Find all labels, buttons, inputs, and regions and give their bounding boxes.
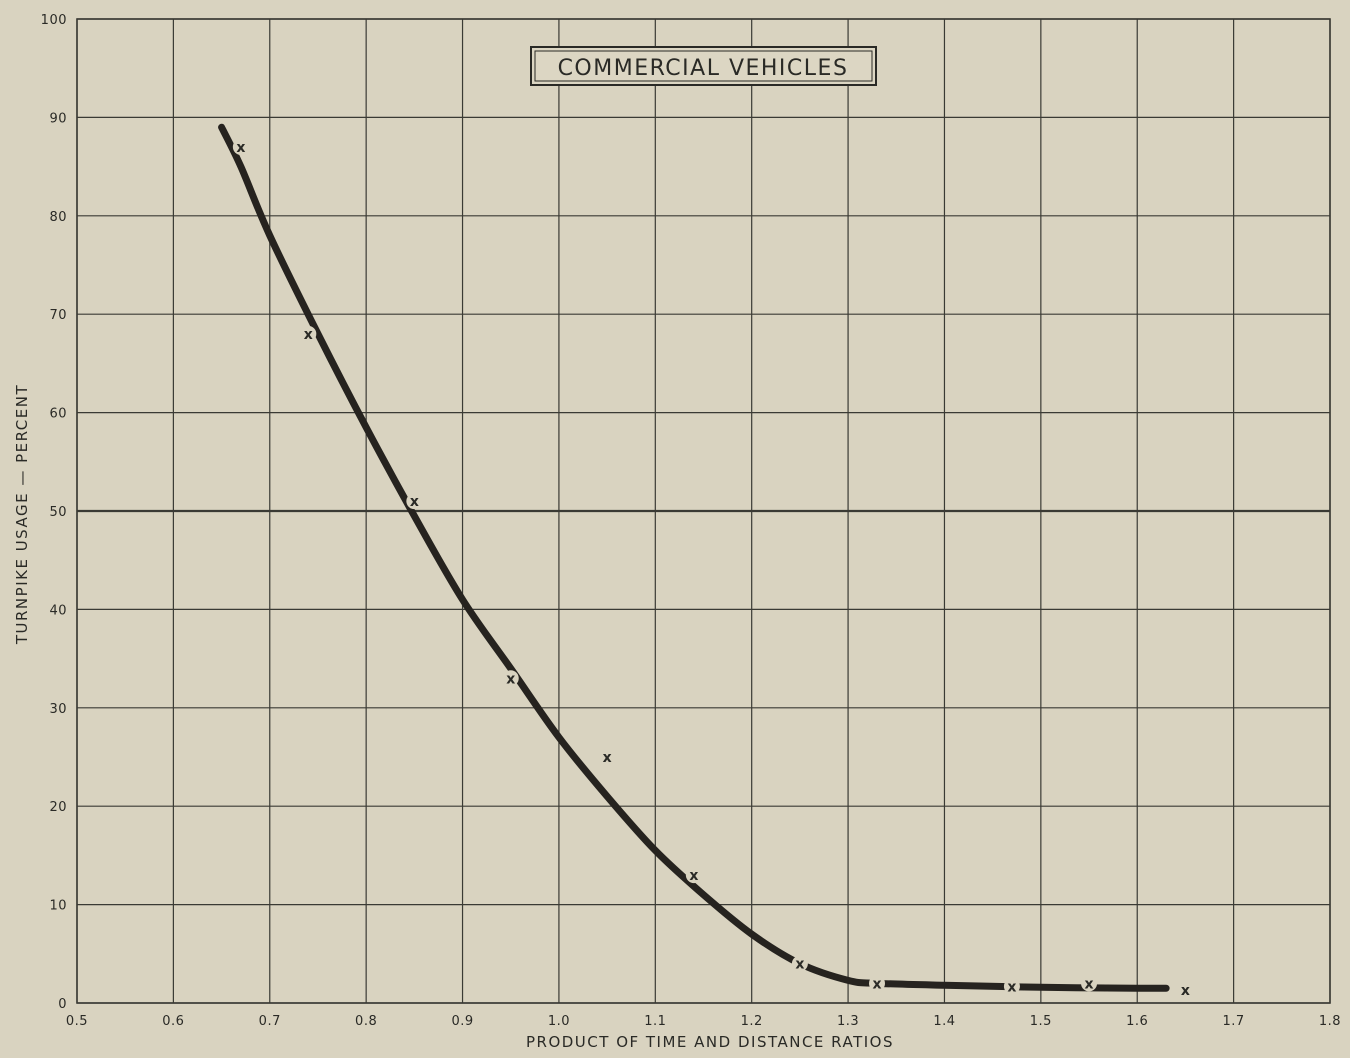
x-tick-label: 0.5 — [66, 1014, 88, 1029]
data-point-marker: x — [506, 671, 515, 687]
grid — [76, 18, 1331, 1004]
y-tick-label: 10 — [49, 899, 67, 914]
y-tick-label: 90 — [49, 111, 67, 126]
data-point-marker: x — [1007, 979, 1016, 995]
y-tick-label: 20 — [49, 800, 67, 815]
curve-layer — [218, 123, 1170, 992]
data-point-halo — [232, 138, 249, 155]
data-point-halo — [406, 493, 423, 510]
x-tick-label: 1.4 — [933, 1014, 955, 1029]
data-point-halo — [599, 749, 616, 765]
usage-curve — [218, 123, 1170, 992]
x-tick-label: 0.9 — [451, 1014, 473, 1029]
y-tick-label: 60 — [49, 407, 67, 422]
data-point-marker: x — [304, 327, 313, 343]
x-tick-label: 1.3 — [837, 1014, 859, 1029]
data-point-halo — [300, 325, 317, 342]
x-tick-label: 1.1 — [644, 1014, 666, 1029]
x-tick-label: 0.7 — [259, 1014, 281, 1029]
y-tick-label: 80 — [49, 210, 67, 225]
x-tick-label: 1.0 — [548, 1014, 570, 1029]
data-point-halo — [685, 867, 702, 884]
data-point-halo — [868, 975, 885, 992]
data-point-marker: x — [236, 140, 245, 156]
x-axis-title: PRODUCT OF TIME AND DISTANCE RATIOS — [526, 1033, 894, 1051]
chart-title: COMMERCIAL VEHICLES — [558, 56, 849, 81]
data-point-marker: x — [795, 957, 804, 973]
data-point-halo — [1003, 978, 1020, 995]
data-point-halo — [502, 670, 519, 687]
y-tick-label: 50 — [49, 505, 67, 520]
data-point-halo — [791, 955, 808, 972]
tick-labels: 0.5 0.6 0.7 0.8 0.9 1.0 1.1 1.2 1.3 1.4 1.5 1.6 1.7 1… — [41, 13, 1341, 1029]
data-point-halo — [1081, 975, 1098, 992]
x-tick-label: 1.6 — [1126, 1014, 1148, 1029]
y-tick-label: 0 — [58, 997, 67, 1012]
marker-layer: x x x x x x x x x x x — [232, 138, 1194, 999]
data-point-marker: x — [603, 750, 612, 766]
data-point-marker: x — [1181, 983, 1190, 999]
chart-title-box: COMMERCIAL VEHICLES — [530, 46, 877, 86]
y-tick-label: 40 — [49, 603, 67, 618]
x-tick-label: 1.5 — [1030, 1014, 1052, 1029]
data-point-halo — [1177, 982, 1194, 999]
data-point-marker: x — [410, 494, 419, 510]
x-tick-label: 0.6 — [162, 1014, 184, 1029]
x-tick-label: 1.7 — [1223, 1014, 1245, 1029]
x-tick-label: 0.8 — [355, 1014, 377, 1029]
y-tick-label: 100 — [41, 13, 67, 28]
plot-border — [76, 18, 1331, 1004]
y-tick-label: 70 — [49, 308, 67, 323]
data-point-marker: x — [872, 976, 881, 992]
y-tick-label: 30 — [49, 702, 67, 717]
y-axis-title: TURNPIKE USAGE — PERCENT — [13, 384, 31, 645]
data-point-marker: x — [689, 868, 698, 884]
data-point-marker: x — [1085, 976, 1094, 992]
x-tick-label: 1.8 — [1319, 1014, 1341, 1029]
x-tick-label: 1.2 — [741, 1014, 763, 1029]
